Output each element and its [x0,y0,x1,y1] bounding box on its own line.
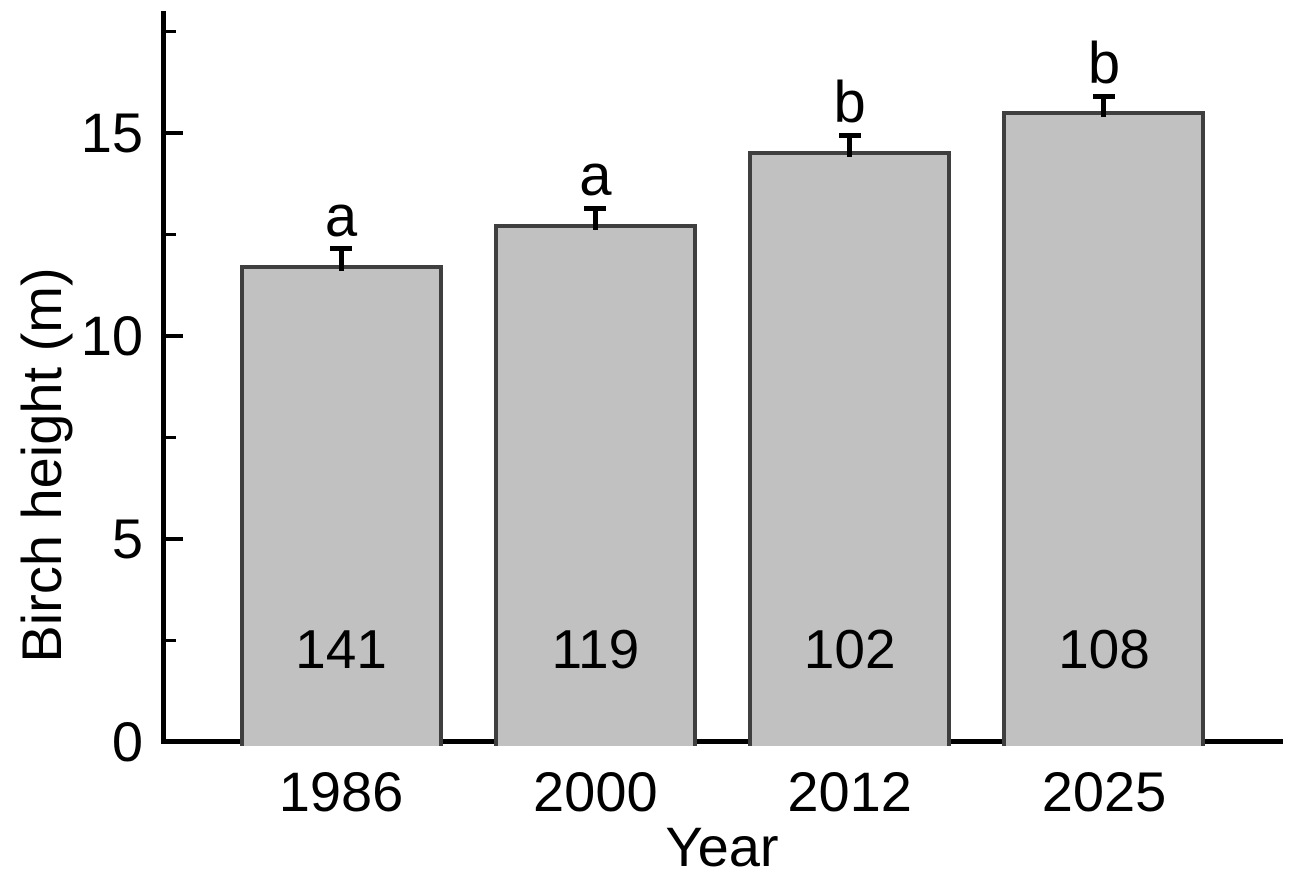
x-axis-title: Year [665,815,779,878]
error-bar-whisker [338,248,344,271]
bar [239,264,443,746]
sig-letter: a [324,183,358,249]
bar [493,224,697,746]
error-bar-whisker [847,135,853,158]
x-category-label: 1986 [278,760,404,823]
y-tick-major [166,536,183,541]
sig-letter: a [579,143,612,209]
y-tick-label: 5 [111,506,143,570]
y-tick-major [166,130,183,135]
x-category-label: 2000 [533,760,658,823]
y-axis-line [161,11,166,744]
x-axis-line [161,739,1283,744]
y-tick-minor [166,30,176,34]
bar-count-label: 102 [803,618,896,680]
error-bar-cap [584,205,607,211]
bar [1002,110,1206,746]
y-tick-minor [166,232,176,236]
bar-count-label: 119 [551,618,640,680]
bar-count-label: 108 [1058,618,1150,680]
bar [748,151,952,746]
sig-letter: b [833,70,866,136]
y-tick-minor [166,638,176,642]
sig-letter: b [1087,31,1121,97]
y-tick-label: 0 [111,709,143,773]
error-bar-whisker [1101,96,1107,117]
y-tick-label: 15 [80,100,143,164]
y-tick-label: 10 [80,303,143,367]
error-bar-whisker [592,208,598,231]
bar-count-label: 141 [295,618,387,680]
error-bar-cap [1092,93,1115,99]
x-category-label: 2012 [787,760,912,823]
error-bar-cap [838,132,861,138]
x-category-label: 2025 [1041,760,1167,823]
error-bar-cap [330,246,352,252]
y-tick-minor [166,435,176,439]
y-tick-major [166,333,183,338]
